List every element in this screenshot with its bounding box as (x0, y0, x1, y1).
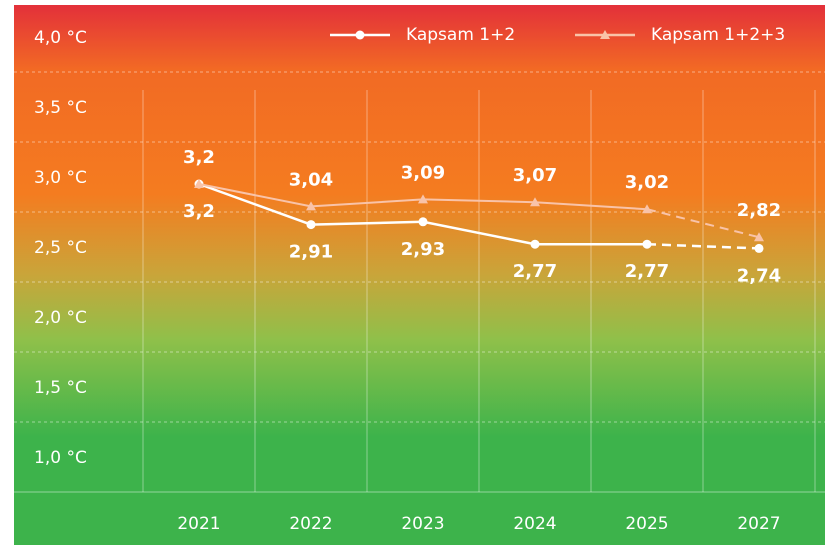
y-tick-label: 1,0 °C (34, 448, 87, 468)
data-label: 3,07 (513, 165, 557, 186)
data-label: 3,2 (183, 147, 215, 168)
data-label: 2,93 (401, 239, 445, 260)
data-label: 2,77 (625, 261, 669, 282)
data-label: 2,91 (289, 242, 333, 263)
data-label: 3,2 (183, 201, 215, 222)
point (754, 243, 764, 253)
x-tick-label: 2023 (401, 514, 444, 534)
x-tick-label: 2027 (737, 514, 780, 534)
legend-label: Kapsam 1+2+3 (651, 25, 785, 45)
data-label: 3,04 (289, 169, 333, 190)
point (418, 217, 428, 227)
point (355, 30, 365, 40)
point (418, 194, 428, 204)
x-tick-label: 2024 (513, 514, 556, 534)
y-tick-label: 2,5 °C (34, 238, 87, 258)
y-tick-label: 2,0 °C (34, 308, 87, 328)
data-label: 2,77 (513, 261, 557, 282)
series-line (646, 208, 760, 239)
point (530, 239, 540, 249)
y-tick-label: 4,0 °C (34, 28, 87, 48)
y-tick-label: 3,0 °C (34, 168, 87, 188)
x-tick-label: 2021 (177, 514, 220, 534)
data-label: 2,74 (737, 265, 781, 286)
y-tick-label: 3,5 °C (34, 98, 87, 118)
point (306, 201, 316, 211)
background (14, 5, 825, 545)
point (194, 179, 204, 188)
series-line (646, 242, 760, 250)
x-tick-label: 2022 (289, 514, 332, 534)
data-label: 2,82 (737, 200, 781, 221)
point (306, 220, 316, 230)
point (754, 232, 764, 242)
data-label: 3,02 (625, 172, 669, 193)
point (642, 204, 652, 214)
x-tick-label: 2025 (625, 514, 668, 534)
point (530, 197, 540, 207)
data-label: 3,09 (401, 162, 445, 183)
point (600, 30, 610, 39)
point (642, 239, 652, 249)
legend-label: Kapsam 1+2 (406, 25, 515, 45)
y-tick-label: 1,5 °C (34, 378, 87, 398)
